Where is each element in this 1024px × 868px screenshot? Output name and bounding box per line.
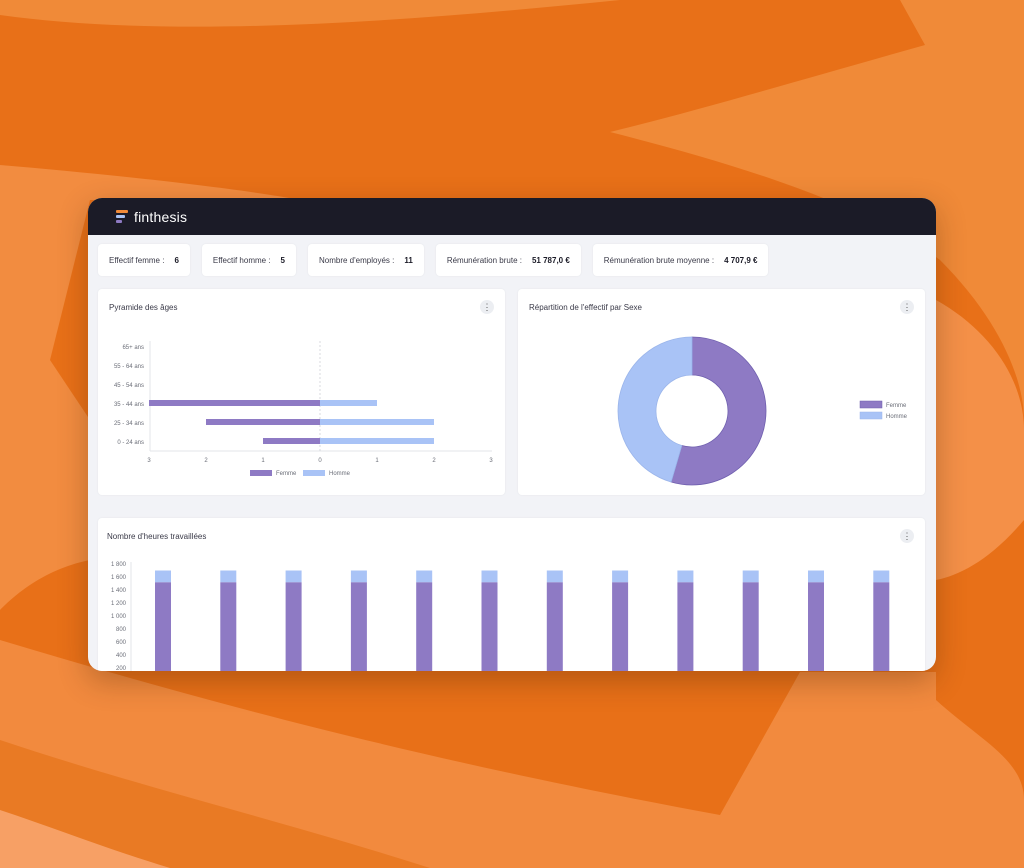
bar-segment-secondary: [155, 570, 171, 583]
y-tick-label: 1 600: [111, 575, 127, 581]
legend-label-homme: Homme: [329, 471, 351, 477]
donut-slice-homme: [617, 336, 693, 483]
y-tick-label: 35 - 44 ans: [114, 402, 144, 408]
bar-segment-primary: [416, 582, 433, 671]
y-tick-label: 25 - 34 ans: [114, 421, 144, 427]
legend-label-homme: Homme: [886, 414, 908, 420]
bar-segment-primary: [481, 582, 498, 671]
bar-segment-secondary: [677, 570, 694, 583]
worked-hours-chart: 200 400 600 800 1 000 1 200 1 400 1 600 1 800: [111, 562, 890, 671]
bar-segment-primary: [808, 582, 824, 671]
bar-segment-primary: [546, 582, 563, 671]
y-tick-label: 0 - 24 ans: [117, 440, 144, 446]
kpi-row: Effectif femme : 6 Effectif homme : 5 No…: [98, 244, 769, 276]
kpi-effectif-femme: Effectif femme : 6: [98, 244, 190, 276]
y-tick-label: 800: [116, 627, 127, 633]
bar-segment-secondary: [612, 570, 629, 583]
legend-label-femme: Femme: [276, 471, 297, 477]
dashboard-window: finthesis Effectif femme : 6 Effectif ho…: [88, 198, 936, 671]
x-tick-label: 3: [489, 458, 493, 464]
kpi-value: 51 787,0 €: [531, 255, 570, 265]
bar-femme: [263, 438, 320, 444]
kpi-label: Nombre d'employés :: [319, 255, 395, 265]
donut-slice-femme: [670, 336, 767, 486]
bar-homme: [320, 419, 434, 425]
y-tick-label: 1 800: [111, 562, 127, 568]
age-pyramid-chart: 65+ ans 55 - 64 ans 45 - 54 ans 35 - 44 ans…: [114, 341, 493, 477]
bar-segment-primary: [285, 582, 302, 671]
card-title: Nombre d'heures travaillées: [107, 532, 207, 541]
x-tick-label: 2: [432, 458, 436, 464]
kpi-label: Effectif homme :: [212, 255, 271, 265]
kpi-remuneration-moyenne: Rémunération brute moyenne : 4 707,9 €: [592, 244, 769, 276]
bar-segment-primary: [873, 582, 890, 671]
bar-segment-secondary: [546, 570, 563, 583]
more-options-icon[interactable]: ⋮: [480, 300, 494, 314]
worked-hours-card: Nombre d'heures travaillées ⋮ 200 400 600 8…: [98, 518, 925, 671]
top-bar: finthesis: [88, 198, 936, 235]
bar-femme: [149, 400, 320, 406]
more-options-icon[interactable]: ⋮: [900, 300, 914, 314]
y-tick-label: 400: [116, 653, 127, 659]
bar-segment-secondary: [742, 570, 759, 583]
bar-segment-secondary: [416, 570, 433, 583]
bar-segment-secondary: [481, 570, 498, 583]
legend-label-femme: Femme: [886, 403, 907, 409]
more-options-icon[interactable]: ⋮: [900, 529, 914, 543]
gender-distribution-card: Répartition de l'effectif par Sexe ⋮ Fem…: [518, 289, 925, 495]
legend-swatch-femme: [250, 470, 272, 476]
bar-segment-secondary: [350, 570, 367, 583]
bar-segment-primary: [612, 582, 629, 671]
kpi-value: 5: [280, 255, 285, 265]
bar-segment-primary: [220, 582, 237, 671]
kpi-remuneration-brute: Rémunération brute : 51 787,0 €: [435, 244, 581, 276]
bar-homme: [320, 438, 434, 444]
y-tick-label: 1 000: [111, 614, 127, 620]
brand-name: finthesis: [134, 208, 188, 225]
x-tick-label: 0: [318, 458, 322, 464]
kpi-label: Rémunération brute moyenne :: [603, 255, 715, 265]
bar-homme: [320, 400, 377, 406]
y-tick-label: 45 - 54 ans: [114, 383, 144, 389]
y-tick-label: 600: [116, 640, 127, 646]
x-tick-label: 3: [147, 458, 151, 464]
x-tick-label: 1: [261, 458, 265, 464]
x-tick-label: 2: [204, 458, 208, 464]
bar-segment-primary: [742, 582, 759, 671]
y-tick-label: 65+ ans: [122, 345, 144, 351]
bar-segment-primary: [350, 582, 367, 671]
bar-segment-secondary: [808, 570, 824, 583]
bar-segment-primary: [155, 582, 171, 671]
age-pyramid-card: Pyramide des âges ⋮ 65+ ans 55 - 64 ans 45…: [98, 289, 505, 495]
x-tick-label: 1: [375, 458, 379, 464]
finthesis-logo-icon: [116, 209, 128, 223]
y-tick-label: 55 - 64 ans: [114, 364, 144, 370]
bar-segment-secondary: [285, 570, 302, 583]
y-tick-label: 200: [116, 666, 127, 671]
bar-segment-secondary: [873, 570, 890, 583]
kpi-label: Effectif femme :: [109, 255, 165, 265]
bar-femme: [206, 419, 320, 425]
kpi-value: 6: [174, 255, 179, 265]
legend-swatch-homme: [859, 411, 883, 420]
bar-segment-secondary: [220, 570, 237, 583]
card-title: Répartition de l'effectif par Sexe: [529, 303, 642, 312]
gender-donut-chart: Femme Homme: [617, 336, 908, 486]
kpi-value: 11: [404, 255, 413, 265]
kpi-value: 4 707,9 €: [724, 255, 758, 265]
card-title: Pyramide des âges: [109, 303, 178, 312]
y-tick-label: 1 200: [111, 601, 127, 607]
bar-segment-primary: [677, 582, 694, 671]
legend-swatch-femme: [859, 400, 883, 409]
y-tick-label: 1 400: [111, 588, 127, 594]
kpi-effectif-homme: Effectif homme : 5: [201, 244, 296, 276]
legend-swatch-homme: [303, 470, 325, 476]
kpi-nombre-employes: Nombre d'employés : 11: [308, 244, 424, 276]
kpi-label: Rémunération brute :: [446, 255, 522, 265]
